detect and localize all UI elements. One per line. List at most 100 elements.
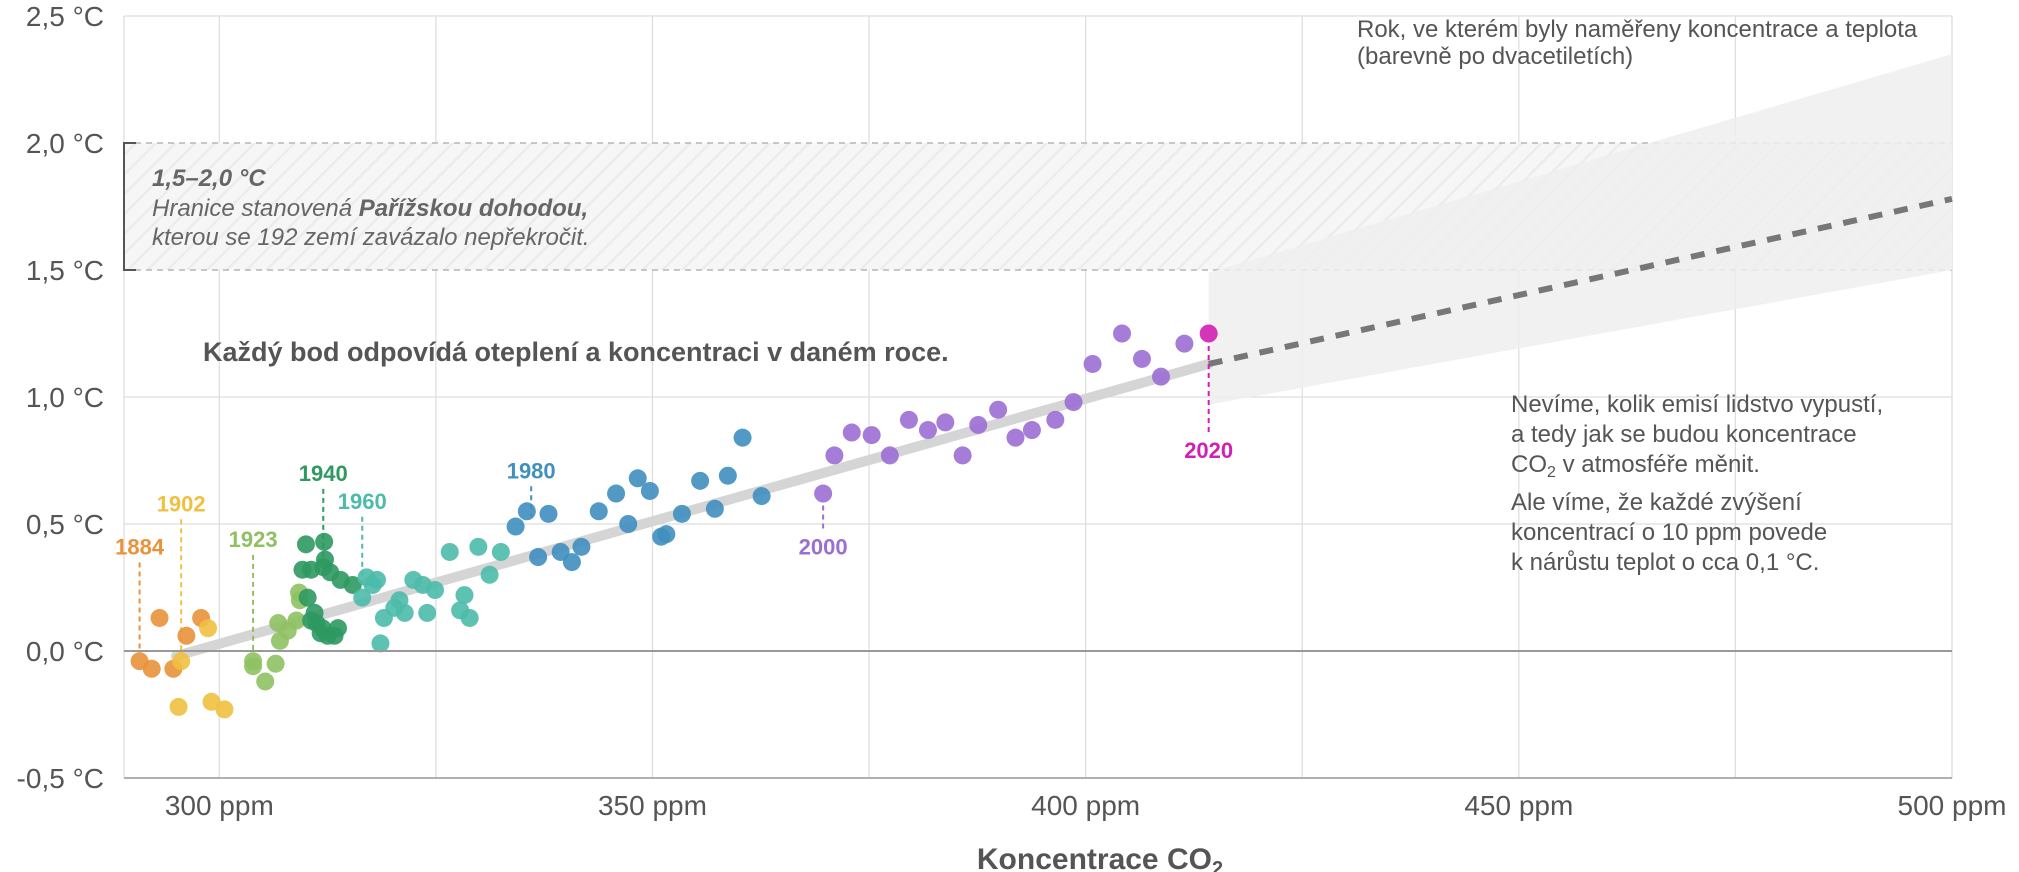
x-tick-label: 450 ppm <box>1464 790 1573 821</box>
point-1980s <box>752 487 771 506</box>
band-title-text: 1,5–2,0 °C <box>152 165 266 192</box>
point-2000s <box>1132 349 1151 368</box>
y-tick-label: 0,0 °C <box>26 636 104 667</box>
projection <box>170 54 1953 662</box>
note-co-sub: 2 <box>1547 464 1556 481</box>
projection-note-line4: Ale víme, že každé zvýšení <box>1511 489 1802 516</box>
point-2000s <box>989 400 1008 419</box>
point-2000s <box>862 426 881 445</box>
y-tick-label: -0,5 °C <box>17 763 104 794</box>
point-1980s <box>733 428 752 447</box>
y-tick-label: 0,5 °C <box>26 509 104 540</box>
x-axis-label-sub: 2 <box>1212 858 1223 872</box>
projection-note-line1: Nevíme, kolik emisí lidstvo vypustí, <box>1511 391 1883 418</box>
point-1940s <box>296 535 315 554</box>
point-1960s <box>353 588 372 607</box>
point-1980s <box>562 553 581 572</box>
x-tick-label: 400 ppm <box>1031 790 1140 821</box>
headline: Každý bod odpovídá oteplení a koncentrac… <box>203 337 949 367</box>
year-label-1923: 1923 <box>229 527 278 552</box>
point-1940s <box>298 588 317 607</box>
point-1900s <box>172 652 191 671</box>
point-2000s <box>1113 324 1132 343</box>
point-2000s <box>1006 428 1025 447</box>
year-label-2020: 2020 <box>1184 438 1233 463</box>
point-2000s <box>825 446 844 465</box>
band-text-line1-b: Pařížskou dohodou, <box>359 195 588 222</box>
point-2000s <box>814 484 833 503</box>
point-1980s <box>589 502 608 521</box>
year-label-1960: 1960 <box>338 489 387 514</box>
point-1980s <box>619 515 638 533</box>
point-1960s <box>491 542 510 561</box>
y-tick-label: 2,0 °C <box>26 128 104 159</box>
point-1980s <box>657 525 676 544</box>
point-1880s <box>150 608 169 627</box>
note-co: CO <box>1511 451 1547 478</box>
band-text-line2: kterou se 192 zemí zavázalo nepřekročit. <box>152 224 590 251</box>
projection-note-line2: a tedy jak se budou koncentrace <box>1511 421 1857 448</box>
point-2020 <box>1199 324 1218 343</box>
point-2000s <box>936 413 955 432</box>
point-1900s <box>215 700 234 719</box>
x-tick-label: 300 ppm <box>165 790 274 821</box>
point-1960s <box>371 634 390 653</box>
legend-note-line1: Rok, ve kterém byly naměřeny koncentrace… <box>1357 16 1918 43</box>
point-1960s <box>440 542 459 561</box>
point-2000s <box>880 446 899 465</box>
band-bracket <box>123 142 136 271</box>
point-1900s <box>199 619 218 638</box>
point-1940s <box>328 619 347 638</box>
band-text-line1-a: Hranice stanovená <box>152 195 359 222</box>
point-1980s <box>517 502 536 521</box>
point-1960s <box>455 586 474 605</box>
point-2000s <box>1152 367 1171 386</box>
point-1960s <box>480 565 499 584</box>
point-2000s <box>953 446 972 465</box>
year-label-1884: 1884 <box>115 534 165 559</box>
point-1980s <box>718 466 737 485</box>
point-1960s <box>426 581 445 600</box>
point-1960s <box>367 570 386 589</box>
point-2000s <box>842 423 861 442</box>
point-1980s <box>506 517 525 536</box>
point-1940s <box>343 575 362 594</box>
point-2000s <box>1046 410 1065 429</box>
projection-note-line6: k nárůstu teplot o cca 0,1 °C. <box>1511 549 1819 576</box>
point-1960s <box>418 603 437 622</box>
year-label-2000: 2000 <box>799 534 848 559</box>
note-line3-rest: v atmosféře měnit. <box>1556 451 1760 478</box>
x-tick-label: 500 ppm <box>1898 790 2007 821</box>
point-1900s <box>169 697 188 716</box>
year-labels: 1884 1902 1923 1940 1960 1980 2000 2020 <box>115 438 1233 560</box>
point-1960s <box>469 537 488 556</box>
x-tick-label: 350 ppm <box>598 790 707 821</box>
x-axis-label: Koncentrace CO2 <box>977 843 1223 872</box>
point-1920s <box>256 672 275 691</box>
projection-line <box>1208 195 1953 367</box>
scatter-points <box>130 324 1218 719</box>
year-label-1980: 1980 <box>507 458 556 483</box>
year-label-1902: 1902 <box>157 491 206 516</box>
axes: -0,5 °C 0,0 °C 0,5 °C 1,0 °C 1,5 °C 2,0 °C 2,5… <box>17 1 2007 821</box>
x-axis-label-text: Koncentrace CO <box>977 843 1212 872</box>
y-tick-label: 1,5 °C <box>26 255 104 286</box>
point-1980s <box>529 548 548 567</box>
point-1980s <box>607 484 626 503</box>
point-1980s <box>672 504 691 523</box>
point-1880s <box>142 659 161 678</box>
projection-note-line3: CO2 v atmosféře měnit. <box>1511 451 1760 481</box>
trend-line <box>170 358 1214 662</box>
point-1980s <box>628 469 647 488</box>
point-1900s <box>202 692 221 711</box>
projection-note-line5: koncentrací o 10 ppm povede <box>1511 519 1827 546</box>
year-label-1940: 1940 <box>299 461 348 486</box>
point-2000s <box>1064 393 1083 412</box>
point-2000s <box>1083 354 1102 373</box>
point-1980s <box>691 471 710 490</box>
point-2000s <box>899 410 918 429</box>
point-2000s <box>1022 421 1041 440</box>
point-2000s <box>969 415 988 434</box>
point-2000s <box>918 421 937 440</box>
